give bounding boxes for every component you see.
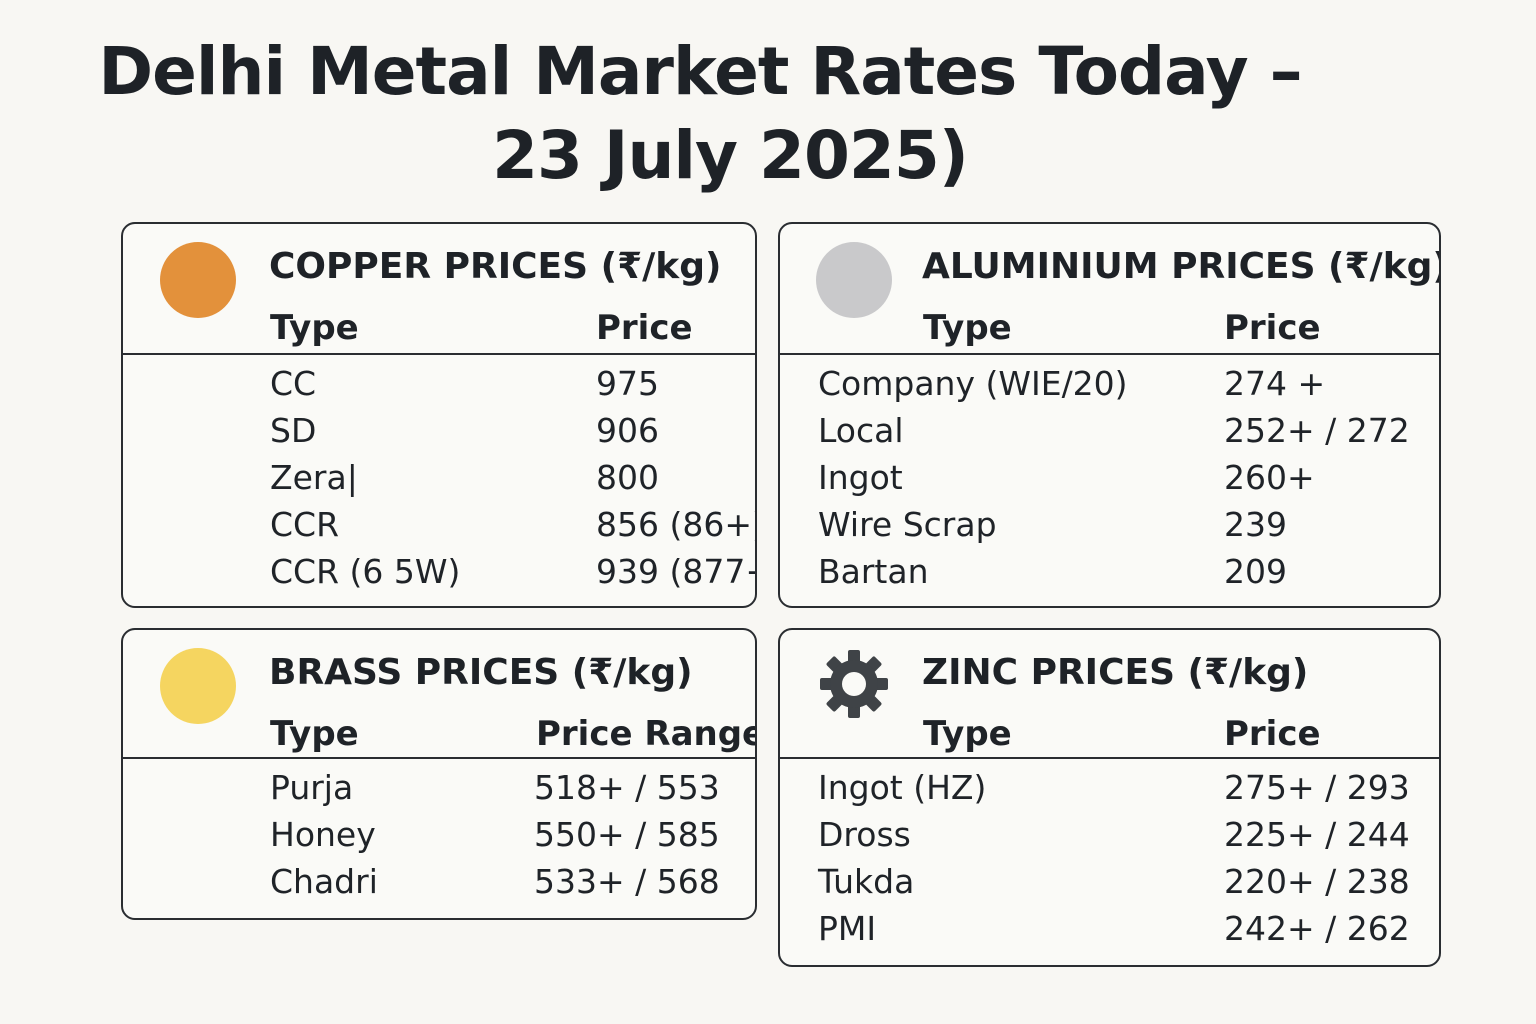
row-price: 550+ / 585: [534, 815, 720, 854]
table-row: Company (WIE/20) 274 +: [780, 360, 1439, 407]
row-price: 533+ / 568: [534, 862, 720, 901]
row-price: 939 (877+): [596, 552, 755, 591]
brass-rows: Purja 518+ / 553 Honey 550+ / 585 Chadri 533+…: [123, 764, 755, 905]
aluminium-rows: Company (WIE/20) 274 + Local 252+ / 272 Ingo…: [780, 360, 1439, 595]
table-row: Purja 518+ / 553: [123, 764, 755, 811]
row-price: 906: [596, 411, 659, 450]
row-type: Purja: [270, 768, 354, 807]
row-price: 800: [596, 458, 659, 497]
row-type: Bartan: [818, 552, 929, 591]
copper-circle-icon: [160, 242, 236, 318]
row-type: CC: [270, 364, 317, 403]
aluminium-prices-card: ALUMINIUM PRICES (₹/kg) Type Price Compa…: [778, 222, 1441, 608]
brass-prices-card: BRASS PRICES (₹/kg) Type Price Range Pur…: [121, 628, 757, 920]
table-row: Ingot 260+: [780, 454, 1439, 501]
aluminium-col-type: Type: [923, 308, 1012, 348]
row-type: PMI: [818, 909, 877, 948]
table-row: Zera| 800: [123, 454, 755, 501]
brass-circle-icon: [160, 648, 236, 724]
brass-heading: BRASS PRICES (₹/kg): [269, 652, 693, 693]
row-type: Ingot: [818, 458, 903, 497]
copper-rows: CC 975 SD 906 Zera| 800 CCR 856 (86+) CCR (6 5W)…: [123, 360, 755, 595]
zinc-header-rule: [780, 757, 1439, 759]
row-type: Zera|: [270, 458, 358, 497]
table-row: CC 975: [123, 360, 755, 407]
table-row: PMI 242+ / 262: [780, 905, 1439, 952]
row-type: Company (WIE/20): [818, 364, 1128, 403]
copper-col-type: Type: [270, 308, 359, 348]
row-price: 275+ / 293: [1224, 768, 1410, 807]
row-price: 518+ / 553: [534, 768, 720, 807]
table-row: Chadri 533+ / 568: [123, 858, 755, 905]
brass-col-type: Type: [270, 714, 359, 754]
row-type: Honey: [270, 815, 376, 854]
title-line-2: 23 July 2025): [492, 117, 969, 194]
page-title: Delhi Metal Market Rates Today – 23 July…: [0, 30, 1400, 198]
aluminium-header-rule: [780, 353, 1439, 355]
title-line-1: Delhi Metal Market Rates Today –: [98, 33, 1302, 110]
table-row: SD 906: [123, 407, 755, 454]
row-price: 209: [1224, 552, 1287, 591]
row-type: SD: [270, 411, 317, 450]
row-type: Local: [818, 411, 904, 450]
row-type: Tukda: [818, 862, 915, 901]
table-row: Honey 550+ / 585: [123, 811, 755, 858]
copper-header-rule: [123, 353, 755, 355]
table-row: Wire Scrap 239: [780, 501, 1439, 548]
row-price: 242+ / 262: [1224, 909, 1410, 948]
table-row: Bartan 209: [780, 548, 1439, 595]
row-type: CCR (6 5W): [270, 552, 461, 591]
zinc-col-price: Price: [1224, 714, 1321, 754]
aluminium-col-price: Price: [1224, 308, 1321, 348]
row-price: 225+ / 244: [1224, 815, 1410, 854]
table-row: Tukda 220+ / 238: [780, 858, 1439, 905]
table-row: CCR (6 5W) 939 (877+): [123, 548, 755, 595]
copper-heading: COPPER PRICES (₹/kg): [269, 246, 722, 287]
zinc-rows: Ingot (HZ) 275+ / 293 Dross 225+ / 244 Tukda…: [780, 764, 1439, 952]
row-price: 239: [1224, 505, 1287, 544]
zinc-prices-card: ZINC PRICES (₹/kg) Type Price Ingot (HZ)…: [778, 628, 1441, 967]
row-price: 252+ / 272: [1224, 411, 1410, 450]
row-price: 220+ / 238: [1224, 862, 1410, 901]
copper-col-price: Price: [596, 308, 693, 348]
gear-icon: [818, 648, 890, 720]
zinc-col-type: Type: [923, 714, 1012, 754]
row-price: 260+: [1224, 458, 1315, 497]
brass-header-rule: [123, 757, 755, 759]
row-type: CCR: [270, 505, 340, 544]
row-type: Dross: [818, 815, 911, 854]
zinc-heading: ZINC PRICES (₹/kg): [922, 652, 1309, 693]
brass-col-price: Price Range: [536, 714, 757, 754]
table-row: CCR 856 (86+): [123, 501, 755, 548]
row-type: Wire Scrap: [818, 505, 997, 544]
row-price: 975: [596, 364, 659, 403]
table-row: Local 252+ / 272: [780, 407, 1439, 454]
table-row: Ingot (HZ) 275+ / 293: [780, 764, 1439, 811]
table-row: Dross 225+ / 244: [780, 811, 1439, 858]
row-price: 274 +: [1224, 364, 1326, 403]
aluminium-heading: ALUMINIUM PRICES (₹/kg): [922, 246, 1441, 287]
row-price: 856 (86+): [596, 505, 757, 544]
row-type: Chadri: [270, 862, 378, 901]
copper-prices-card: COPPER PRICES (₹/kg) Type Price CC 975 SD 9…: [121, 222, 757, 608]
row-type: Ingot (HZ): [818, 768, 987, 807]
aluminium-circle-icon: [816, 242, 892, 318]
